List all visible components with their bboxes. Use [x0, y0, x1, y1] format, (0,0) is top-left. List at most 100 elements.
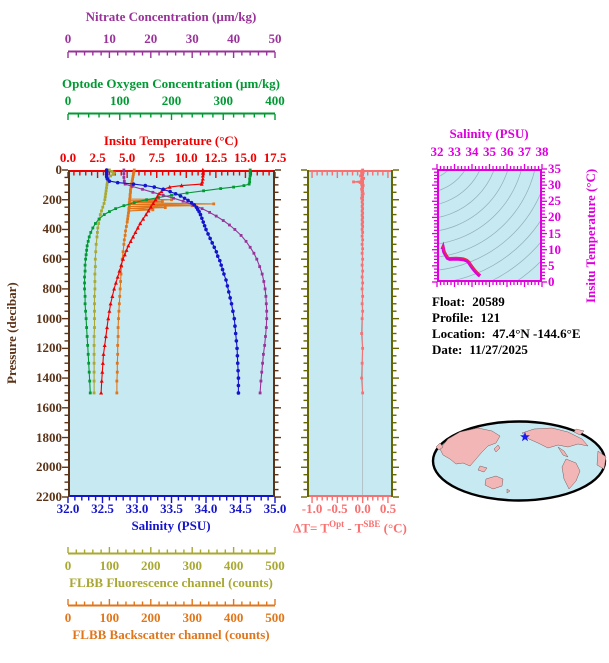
tick-label: 1000	[36, 310, 62, 326]
tick-label: 2.5	[89, 150, 106, 165]
tick-label: 0	[64, 558, 72, 573]
tick-label: 10.0	[174, 150, 198, 165]
tick-label: 0.0	[354, 501, 371, 516]
main-profile-plot	[62, 167, 281, 503]
tick-label: 5.0	[119, 150, 136, 165]
tick-label: 33.0	[125, 501, 149, 516]
tick-label: 0	[548, 274, 555, 289]
salinity-axis-label: Salinity (PSU)	[131, 518, 211, 533]
tick-label: 34	[465, 144, 479, 159]
delta-label-sup-opt: Opt	[329, 519, 345, 529]
tick-label: 500	[265, 610, 285, 625]
delta-label-prefix: ΔT= T	[293, 520, 330, 536]
backscatter-axis-bar	[67, 599, 276, 607]
tick-label: 400	[223, 558, 244, 573]
tick-label: 300	[213, 93, 234, 108]
series-temperature	[99, 167, 205, 395]
tick-label: 0	[55, 162, 63, 177]
tick-label: 200	[141, 558, 161, 573]
tick-label: 17.5	[263, 150, 287, 165]
tick-label: 36	[500, 144, 514, 159]
pressure-axis-label: Pressure (decibar)	[4, 282, 19, 384]
tick-label: 400	[42, 221, 63, 237]
pressure-tick-labels: 0 200 400 600 800 1000 1200 1400 1600 1800 2000 220…	[26, 162, 63, 504]
tick-label: 15	[548, 225, 561, 241]
nitrate-axis-tick-labels: 0 10 20 30 40 50	[64, 31, 282, 46]
float-location-star	[520, 431, 530, 442]
tick-label: 30	[185, 31, 199, 46]
tick-label: 600	[42, 251, 63, 267]
tick-label: 25	[548, 193, 561, 209]
backscatter-tick-labels: 0 100 200 300 400 500	[64, 610, 285, 625]
tick-label: 34.5	[229, 501, 252, 516]
fluorescence-axis-title: FLBB Fluorescence channel (counts)	[69, 575, 273, 590]
delta-label-sup-sbe: SBE	[363, 519, 381, 529]
tick-label: 40	[227, 31, 241, 46]
profile-label: Profile:	[432, 310, 474, 325]
map-continents	[435, 427, 607, 494]
tick-label: 35	[483, 144, 496, 159]
tick-label: 200	[42, 191, 63, 207]
oxygen-axis-tick-labels: 0 100 200 300 400	[64, 93, 285, 108]
ts-temperature-tick-labels: 0 5 10 15 20 25 30 35	[548, 161, 570, 289]
ts-diagram-plot	[432, 164, 547, 287]
tick-label: 32	[430, 144, 444, 159]
fluorescence-axis-bar	[67, 547, 276, 555]
tick-label: 12.5	[204, 150, 228, 165]
delta-t-plot	[301, 168, 399, 503]
tick-label: 33.5	[160, 501, 183, 516]
tick-label: 37	[518, 144, 531, 159]
tick-label: 0	[64, 93, 72, 108]
oxygen-axis-bar	[67, 112, 276, 120]
tick-label: 1800	[36, 429, 62, 445]
tick-label: 300	[182, 610, 202, 625]
tick-label: 400	[223, 610, 244, 625]
profile-value: 121	[480, 310, 501, 325]
delta-t-axis-label: ΔT= TOpt - TSBE (°C)	[293, 517, 407, 535]
series-nitrate	[122, 168, 269, 395]
tick-label: 20	[144, 31, 158, 46]
ts-salinity-title: Salinity (PSU)	[449, 126, 529, 141]
tick-label: 200	[141, 610, 161, 625]
float-value: 20589	[472, 294, 505, 309]
float-label: Float:	[432, 294, 466, 309]
tick-label: 10	[548, 241, 561, 257]
tick-label: -1.0	[301, 501, 323, 516]
temperature-axis-tick-labels: 0.0 2.5 5.0 7.5 10.0 12.5 15.0 17.5	[60, 150, 287, 165]
tick-label: -0.5	[327, 501, 348, 516]
tick-label: 800	[42, 280, 63, 296]
tick-label: 100	[110, 93, 130, 108]
tick-label: 32.0	[56, 501, 80, 516]
tick-label: 200	[161, 93, 182, 108]
profile-row: Profile: 121	[432, 310, 604, 326]
tick-label: 1600	[36, 399, 62, 415]
delta-label-suffix: (°C)	[380, 520, 407, 536]
tick-label: 7.5	[148, 150, 165, 165]
delta-label-mid: - T	[344, 520, 364, 536]
tick-label: 400	[265, 93, 285, 108]
float-id-row: Float: 20589	[432, 294, 604, 310]
tick-label: 0	[64, 31, 72, 46]
tick-label: 50	[268, 31, 282, 46]
ts-diagram-chart	[432, 164, 547, 287]
fluorescence-tick-labels: 0 100 200 300 400 500	[64, 558, 285, 573]
tick-label: 5	[548, 257, 555, 273]
tick-label: 15.0	[234, 150, 257, 165]
backscatter-axis-title: FLBB Backscatter channel (counts)	[72, 627, 270, 642]
tick-label: 0.0	[59, 150, 77, 165]
tick-label: 30	[548, 177, 561, 193]
tick-label: 33	[447, 144, 461, 159]
tick-label: 0	[64, 610, 72, 625]
nitrate-axis-bar	[67, 50, 276, 58]
tick-label: 100	[99, 610, 120, 625]
tick-label: 2200	[36, 489, 62, 504]
location-value: 47.4°N -144.6°E	[492, 326, 581, 341]
date-value: 11/27/2025	[469, 342, 528, 357]
tick-label: 35	[548, 161, 561, 176]
delta-t-tick-labels: -1.0 -0.5 0.0 0.5	[302, 501, 396, 516]
series-delta-t	[352, 168, 366, 395]
delta-t-chart	[301, 168, 399, 503]
world-map	[431, 420, 607, 502]
tick-label: 1200	[36, 340, 62, 356]
